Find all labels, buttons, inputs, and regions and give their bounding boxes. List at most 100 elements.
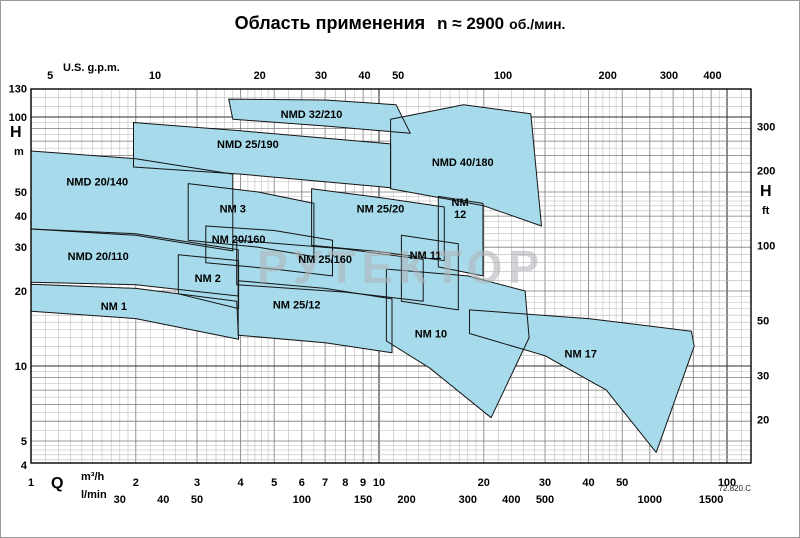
pump-region-nm-25-12[interactable] — [238, 280, 392, 353]
tick-ft-100: 100 — [757, 241, 775, 253]
pump-region-outlines — [31, 98, 695, 453]
tick-m-50: 50 — [15, 187, 27, 199]
tick-m3h-8: 8 — [342, 477, 348, 489]
tick-usgpm-400: 400 — [703, 70, 721, 82]
pump-region-outline — [469, 309, 695, 453]
title-speed-unit: об./мин. — [509, 16, 566, 32]
region-label-nm-10: NM 10 — [415, 329, 447, 341]
tick-m3h-6: 6 — [299, 477, 305, 489]
top-axis-unit-label: U.S. g.p.m. — [63, 62, 120, 74]
tick-m3h-30: 30 — [539, 477, 551, 489]
region-label-nmd-32-210: NMD 32/210 — [281, 109, 343, 121]
tick-m-20: 20 — [15, 286, 27, 298]
tick-m3h-9: 9 — [360, 477, 366, 489]
tick-usgpm-10: 10 — [149, 70, 161, 82]
tick-m3h-2: 2 — [133, 477, 139, 489]
tick-usgpm-200: 200 — [599, 70, 617, 82]
tick-lmin-150: 150 — [354, 494, 372, 506]
tick-usgpm-40: 40 — [358, 70, 370, 82]
tick-m3h-40: 40 — [582, 477, 594, 489]
tick-lmin-30: 30 — [114, 494, 126, 506]
region-label-nm-25-20: NM 25/20 — [357, 203, 405, 215]
pump-region-nm-2[interactable] — [178, 254, 239, 309]
right-axis-unit-label: ft — [762, 205, 770, 217]
pump-region-outline — [385, 268, 530, 419]
region-label-nmd-20-110: NMD 20/110 — [68, 251, 129, 263]
pump-region-outline — [31, 150, 234, 252]
region-label-nm-11: NM 11 — [410, 250, 442, 262]
tick-m-40: 40 — [15, 211, 27, 223]
pump-region-nmd-25-190[interactable] — [133, 122, 391, 188]
region-label-nm-12: NM 12 — [452, 197, 469, 221]
tick-lmin-50: 50 — [191, 494, 203, 506]
tick-usgpm-5: 5 — [47, 70, 53, 82]
tick-m-5: 5 — [21, 436, 27, 448]
tick-ft-30: 30 — [757, 371, 769, 383]
tick-lmin-40: 40 — [157, 494, 169, 506]
pump-region-nm-10[interactable] — [386, 269, 530, 418]
region-label-nm-17: NM 17 — [565, 349, 597, 361]
tick-ft-300: 300 — [757, 122, 775, 134]
region-label-nmd-40-180: NMD 40/180 — [432, 157, 494, 169]
pump-region-outline — [31, 283, 240, 340]
region-label-nmd-20-140: NMD 20/140 — [66, 177, 128, 189]
tick-lmin-300: 300 — [459, 494, 477, 506]
pump-region-outline — [400, 234, 459, 311]
tick-ft-20: 20 — [757, 415, 769, 427]
tick-usgpm-300: 300 — [660, 70, 678, 82]
tick-m3h-100: 100 — [718, 477, 736, 489]
pump-region-outline — [205, 225, 333, 277]
pump-region-outline — [311, 188, 445, 262]
tick-m3h-3: 3 — [194, 477, 200, 489]
tick-m-30: 30 — [15, 242, 27, 254]
tick-m3h-20: 20 — [478, 477, 490, 489]
bottom-axis-unit-m3h: m³/h — [81, 471, 105, 483]
region-label-nm-20-160: NM 20/160 — [212, 234, 266, 246]
document-reference: 72.820.C — [718, 484, 751, 493]
region-label-nm-3: NM 3 — [220, 203, 246, 215]
tick-m-100: 100 — [9, 112, 27, 124]
tick-lmin-100: 100 — [293, 494, 311, 506]
tick-lmin-1500: 1500 — [699, 494, 723, 506]
tick-m3h-1: 1 — [28, 477, 34, 489]
tick-m3h-50: 50 — [616, 477, 628, 489]
bottom-axis-unit-lmin: l/min — [81, 489, 107, 501]
tick-m3h-5: 5 — [271, 477, 277, 489]
tick-lmin-1000: 1000 — [638, 494, 662, 506]
tick-ft-50: 50 — [757, 315, 769, 327]
pump-region-nmd-32-210[interactable] — [228, 99, 411, 134]
pump-region-outline — [390, 104, 542, 227]
tick-usgpm-20: 20 — [254, 70, 266, 82]
tick-lmin-200: 200 — [397, 494, 415, 506]
tick-m-130: 130 — [9, 84, 27, 96]
region-label-nmd-25-190: NMD 25/190 — [217, 139, 279, 151]
left-axis-label: H — [10, 124, 22, 141]
tick-lmin-500: 500 — [536, 494, 554, 506]
tick-ft-200: 200 — [757, 166, 775, 178]
region-label-nm-1: NM 1 — [101, 301, 127, 313]
tick-m3h-10: 10 — [373, 477, 385, 489]
title-main: Область применения — [234, 13, 426, 33]
left-axis-unit-label: m — [14, 146, 24, 158]
tick-lmin-400: 400 — [502, 494, 520, 506]
tick-usgpm-50: 50 — [392, 70, 404, 82]
title-speed: n ≈ 2900 — [437, 14, 505, 33]
plot-border — [30, 88, 752, 464]
tick-m-4: 4 — [21, 460, 28, 472]
tick-m3h-4: 4 — [237, 477, 244, 489]
page-title: Область применения n ≈ 2900 об./мин. — [1, 13, 799, 34]
pump-regions — [31, 99, 695, 453]
tick-m-10: 10 — [15, 361, 27, 373]
bottom-axis-label: Q — [51, 475, 64, 492]
pump-region-outline — [236, 239, 424, 302]
pump-region-nm-1[interactable] — [31, 284, 239, 340]
tick-m3h-7: 7 — [322, 477, 328, 489]
tick-usgpm-100: 100 — [494, 70, 512, 82]
pump-region-nmd-20-140[interactable] — [31, 151, 233, 251]
pump-region-outline — [437, 195, 484, 277]
pump-region-outline — [228, 98, 411, 134]
pump-region-outline — [187, 183, 315, 258]
right-axis-label: H — [760, 183, 772, 200]
